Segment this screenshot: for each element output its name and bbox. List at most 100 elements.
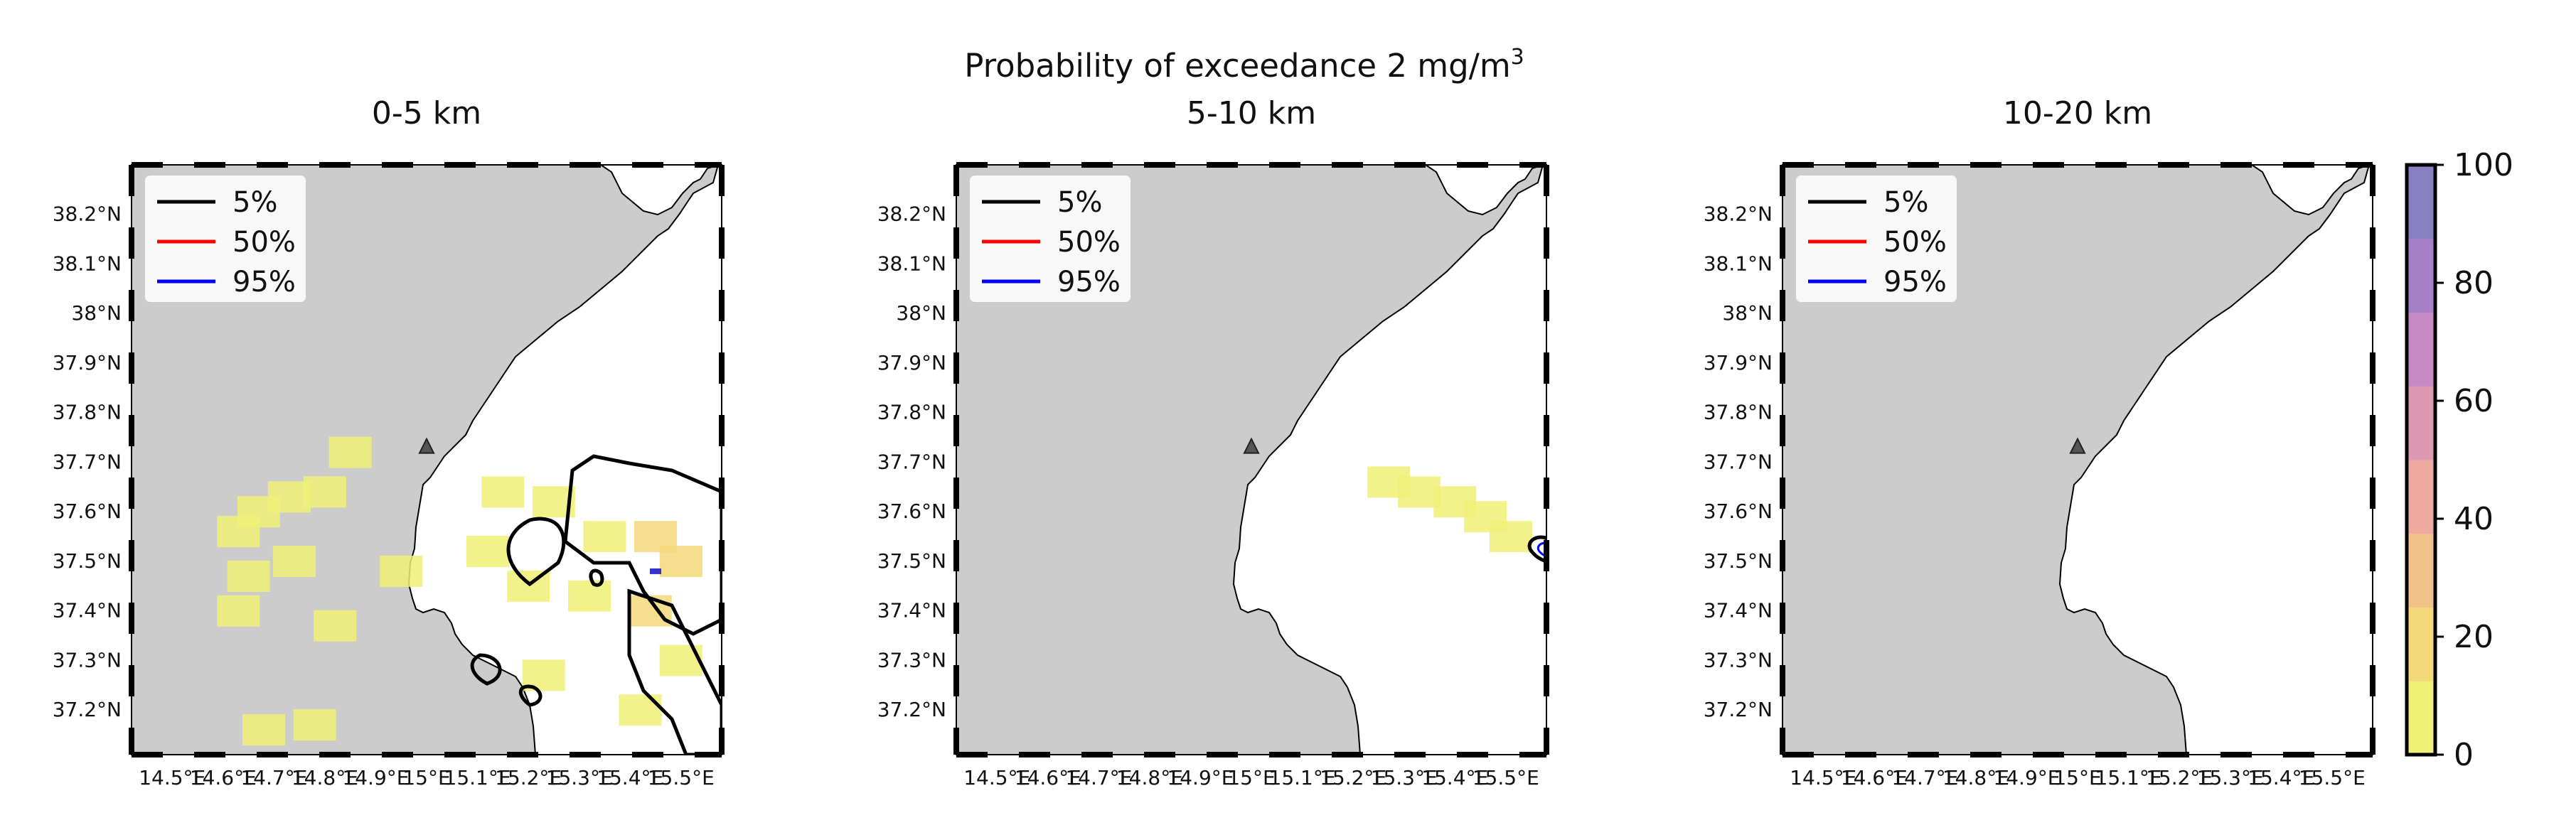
colorbar-segment xyxy=(2407,681,2435,755)
colorbar-segment xyxy=(2407,312,2435,387)
probability-cell xyxy=(659,545,702,577)
probability-cell xyxy=(303,476,346,508)
probability-cell xyxy=(567,580,611,612)
legend: 5% 50% 95% xyxy=(968,174,1132,303)
probability-cell xyxy=(217,595,260,627)
x-tick-label: 15.3°E xyxy=(1371,766,1438,789)
probability-cell xyxy=(619,694,662,726)
y-tick-label: 37.4°N xyxy=(53,599,122,622)
y-tick-label: 37.7°N xyxy=(53,450,122,473)
probability-cell xyxy=(328,436,372,468)
colorbar-tick-label: 60 xyxy=(2454,383,2494,419)
x-tick-label: 15.5°E xyxy=(1473,766,1539,789)
y-tick-label: 37.8°N xyxy=(1704,401,1773,424)
x-tick-label: 15.2°E xyxy=(1320,766,1386,789)
map-panel-3: 10-20 km 37.2°N 37.3°N 37.4°N 37.5°N 37.6°N 37… xyxy=(1704,95,2375,789)
legend-label: 50% xyxy=(233,226,296,259)
legend-box xyxy=(1795,174,1958,303)
y-tick-label: 38.2°N xyxy=(53,203,122,226)
y-tick-label: 37.8°N xyxy=(877,401,946,424)
x-tick-label: 15.1°E xyxy=(1269,766,1336,789)
legend-label: 95% xyxy=(233,266,296,298)
x-tick-label: 15.1°E xyxy=(444,766,511,789)
y-tick-label: 37.4°N xyxy=(877,599,946,622)
x-tick-label: 15.2°E xyxy=(2146,766,2213,789)
legend-label: 5% xyxy=(233,186,277,219)
map-frame xyxy=(1782,164,2373,755)
map-panel-1: 0-5 km 37.2°N 37.3°N 37.4°N 37.5°N 37.6°N 37.7… xyxy=(53,95,725,789)
y-tick-label: 37.5°N xyxy=(53,549,122,573)
x-tick-label: 14.5°E xyxy=(963,766,1030,789)
map-frame xyxy=(956,164,1547,755)
map-panel-2: 5-10 km 37.2°N 37.3°N 37.4°N 37.5°N 37.6°N 37.… xyxy=(877,95,1549,789)
suptitle-superscript: 3 xyxy=(1511,45,1524,70)
colorbar-segment xyxy=(2407,386,2435,460)
y-tick-label: 37.7°N xyxy=(877,450,946,473)
x-tick-label: 14.9°E xyxy=(1167,766,1234,789)
x-tick-label: 15°E xyxy=(2053,766,2101,789)
y-tick-label: 37.9°N xyxy=(877,351,946,374)
y-tick-label: 37.2°N xyxy=(53,698,122,721)
contour-5pct xyxy=(563,454,722,636)
x-tick-label: 15.4°E xyxy=(597,766,663,789)
legend-label: 50% xyxy=(1057,226,1121,259)
colorbar-tick-label: 0 xyxy=(2454,737,2474,773)
colorbar-segment xyxy=(2407,533,2435,608)
colorbar-segment xyxy=(2407,165,2435,239)
y-tick-label: 38.2°N xyxy=(1704,203,1773,226)
x-tick-label: 15.2°E xyxy=(495,766,562,789)
y-tick-label: 37.8°N xyxy=(53,401,122,424)
x-tick-label: 15.3°E xyxy=(546,766,613,789)
y-tick-label: 38°N xyxy=(71,301,122,325)
y-tick-label: 37.3°N xyxy=(1704,648,1773,672)
probability-cell xyxy=(1398,476,1441,508)
x-tick-label: 15.4°E xyxy=(1421,766,1488,789)
x-tick-label: 14.8°E xyxy=(1942,766,2009,789)
x-tick-label: 14.5°E xyxy=(1790,766,1856,789)
panel-title: 0-5 km xyxy=(372,95,481,131)
volcano-triangle-icon xyxy=(418,437,435,454)
y-tick-label: 37.2°N xyxy=(877,698,946,721)
y-tick-label: 37.6°N xyxy=(877,500,946,523)
y-tick-label: 37.7°N xyxy=(1704,450,1773,473)
colorbar-tick-label: 100 xyxy=(2454,147,2513,183)
y-tick-label: 37.4°N xyxy=(1704,599,1773,622)
legend-box xyxy=(968,174,1132,303)
y-tick-label: 37.9°N xyxy=(1704,351,1773,374)
y-tick-label: 37.2°N xyxy=(1704,698,1773,721)
x-tick-label: 14.8°E xyxy=(292,766,358,789)
y-tick-label: 37.3°N xyxy=(877,648,946,672)
x-tick-label: 14.7°E xyxy=(240,766,307,789)
contour-5pct xyxy=(470,653,502,686)
y-tick-label: 38°N xyxy=(1722,301,1773,325)
y-tick-label: 37.5°N xyxy=(877,549,946,573)
legend-box xyxy=(144,174,307,303)
x-tick-label: 15.4°E xyxy=(2248,766,2314,789)
contour-95pct-marker xyxy=(649,568,661,574)
colorbar-tick-label: 80 xyxy=(2454,265,2494,301)
x-tick-label: 14.9°E xyxy=(342,766,409,789)
colorbar-segment xyxy=(2407,607,2435,681)
x-tick-label: 14.6°E xyxy=(1015,766,1081,789)
y-tick-label: 38.2°N xyxy=(877,203,946,226)
x-tick-label: 14.6°E xyxy=(1841,766,1908,789)
colorbar: 0 20 40 60 80 100 xyxy=(2405,147,2513,773)
probability-cell xyxy=(227,560,270,592)
coast-inlet xyxy=(1425,165,1544,216)
colorbar-frame xyxy=(2405,163,2437,757)
legend-label: 95% xyxy=(1057,266,1121,298)
contour-5pct xyxy=(506,517,566,587)
probability-cell xyxy=(583,521,626,553)
panel-title: 10-20 km xyxy=(2003,95,2152,131)
figure-suptitle: Probability of exceedance 2 mg/m3 xyxy=(964,45,1524,85)
y-tick-label: 37.6°N xyxy=(53,500,122,523)
legend: 5% 50% 95% xyxy=(1795,174,1958,303)
y-tick-label: 38.1°N xyxy=(877,252,946,275)
map-panels: 0-5 km 37.2°N 37.3°N 37.4°N 37.5°N 37.6°N 37.7… xyxy=(53,95,2375,789)
legend-label: 95% xyxy=(1883,266,1947,298)
legend-label: 5% xyxy=(1057,186,1102,219)
probability-cell xyxy=(314,610,357,642)
y-tick-label: 37.6°N xyxy=(1704,500,1773,523)
volcano-triangle-icon xyxy=(2069,437,2086,454)
